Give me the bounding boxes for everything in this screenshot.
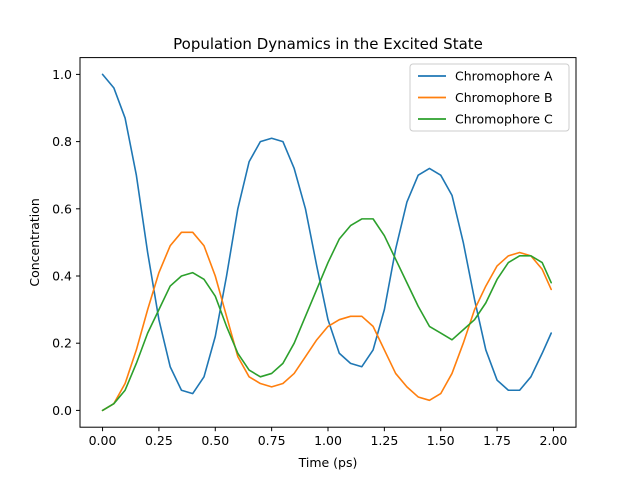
x-tick-label: 2.00 [540,433,568,448]
legend-label: Chromophore A [455,69,553,84]
series-line-3 [101,218,553,412]
x-tick-label: 0.50 [201,433,229,448]
x-tick-label: 1.25 [370,433,398,448]
legend-label: Chromophore B [455,90,553,105]
y-tick-label: 0.2 [52,336,72,351]
chart-title: Population Dynamics in the Excited State [173,35,483,53]
y-tick-label: 1.0 [52,67,72,82]
x-axis-ticks: 0.00 0.25 0.50 0.75 1.00 1.25 1.50 1.75 2.00 [89,427,568,448]
x-tick-label: 0.75 [258,433,286,448]
y-tick-label: 0.0 [52,403,72,418]
x-tick-label: 1.00 [314,433,342,448]
legend-label: Chromophore C [455,112,553,127]
y-tick-label: 0.6 [52,201,72,216]
y-tick-label: 0.8 [52,134,72,149]
x-axis-label: Time (ps) [298,455,358,470]
series-line-2 [101,231,553,412]
x-tick-label: 1.50 [427,433,455,448]
x-tick-label: 1.75 [483,433,511,448]
y-tick-label: 0.4 [52,269,72,284]
series-line-1 [101,73,553,395]
y-axis-label: Concentration [27,198,42,286]
legend-box [409,63,570,132]
series-layer [101,73,553,412]
legend: Chromophore A Chromophore B Chromophore C [409,63,570,132]
x-tick-label: 0.00 [89,433,117,448]
y-axis-ticks: 0.0 0.2 0.4 0.6 0.8 1.0 [52,67,80,418]
x-tick-label: 0.25 [145,433,173,448]
